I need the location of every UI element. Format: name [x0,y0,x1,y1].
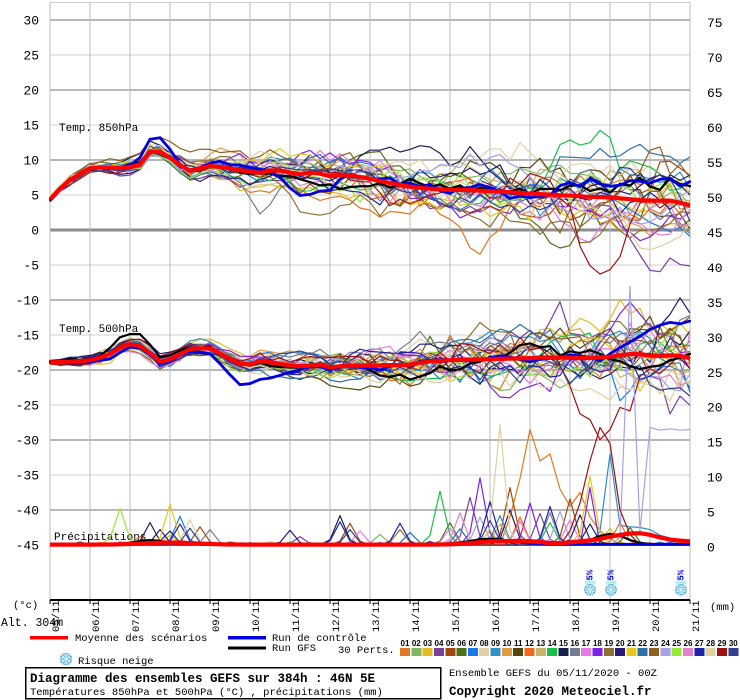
svg-text:Ensemble GEFS du 05/11/2020 -: Ensemble GEFS du 05/11/2020 - 00Z [449,668,657,680]
svg-text:28: 28 [706,639,715,648]
svg-text:02: 02 [412,639,421,648]
svg-text:15/11: 15/11 [451,600,463,632]
svg-text:03: 03 [423,639,432,648]
svg-text:17: 17 [582,639,591,648]
svg-text:15: 15 [23,119,39,134]
svg-text:Diagramme des ensembles GEFS s: Diagramme des ensembles GEFS sur 384h : … [30,672,375,686]
svg-text:16/11: 16/11 [491,600,503,632]
svg-text:0: 0 [31,224,39,239]
svg-text:-20: -20 [16,364,39,379]
svg-text:06/11: 06/11 [91,600,103,632]
svg-text:30: 30 [729,639,738,648]
svg-text:10/11: 10/11 [251,600,263,632]
svg-text:-45: -45 [16,539,39,554]
svg-text:Copyright 2020 Meteociel.fr: Copyright 2020 Meteociel.fr [449,685,652,699]
svg-text:Temp. 500hPa: Temp. 500hPa [59,324,139,336]
svg-text:04: 04 [435,639,444,648]
svg-text:07/11: 07/11 [131,600,143,632]
svg-text:19/11: 19/11 [611,600,623,632]
svg-text:16: 16 [570,639,579,648]
svg-text:13: 13 [536,639,545,648]
svg-text:(°c): (°c) [13,600,38,612]
svg-text:13/11: 13/11 [371,600,383,632]
svg-text:20: 20 [707,401,723,416]
svg-text:09: 09 [491,639,500,648]
svg-text:27: 27 [695,639,704,648]
svg-text:30: 30 [707,331,723,346]
svg-text:5%: 5% [586,569,596,580]
svg-text:06: 06 [457,639,466,648]
svg-text:05/11: 05/11 [51,600,63,632]
svg-text:-40: -40 [16,504,39,519]
svg-text:30: 30 [23,14,39,29]
svg-text:Températures 850hPa et 500hPa: Températures 850hPa et 500hPa (°C) , pré… [30,687,383,699]
svg-text:-35: -35 [16,469,39,484]
svg-text:12: 12 [525,639,534,648]
svg-text:25: 25 [23,49,39,64]
svg-text:30 Perts.: 30 Perts. [338,645,395,657]
svg-text:10: 10 [707,471,723,486]
svg-text:10: 10 [502,639,511,648]
svg-text:14: 14 [548,639,557,648]
svg-text:17/11: 17/11 [531,600,543,632]
svg-text:21: 21 [627,639,636,648]
svg-text:75: 75 [707,16,723,31]
svg-text:-25: -25 [16,399,39,414]
svg-text:08: 08 [480,639,489,648]
svg-text:5%: 5% [607,569,617,580]
svg-text:70: 70 [707,51,723,66]
svg-text:11: 11 [514,639,523,648]
svg-text:25: 25 [672,639,681,648]
svg-text:-15: -15 [16,329,39,344]
svg-text:19: 19 [604,639,613,648]
svg-text:60: 60 [707,121,723,136]
svg-text:-5: -5 [23,259,39,274]
svg-text:Précipitations: Précipitations [54,532,146,544]
svg-text:20/11: 20/11 [651,600,663,632]
svg-text:5: 5 [31,189,39,204]
svg-text:(mm): (mm) [710,602,735,614]
svg-text:35: 35 [707,296,723,311]
svg-text:07: 07 [468,639,477,648]
svg-text:Alt. 304m: Alt. 304m [1,617,63,630]
svg-text:65: 65 [707,86,723,101]
svg-text:15: 15 [707,436,723,451]
svg-text:50: 50 [707,191,723,206]
svg-text:5%: 5% [677,569,687,580]
svg-text:-30: -30 [16,434,39,449]
svg-text:20: 20 [616,639,625,648]
svg-text:23: 23 [650,639,659,648]
svg-text:26: 26 [684,639,693,648]
svg-text:05: 05 [446,639,455,648]
svg-text:5: 5 [707,506,715,521]
svg-text:Moyenne des scénarios: Moyenne des scénarios [75,633,207,645]
svg-text:08/11: 08/11 [171,600,183,632]
svg-text:20: 20 [23,84,39,99]
svg-text:09/11: 09/11 [211,600,223,632]
svg-text:Temp. 850hPa: Temp. 850hPa [59,123,139,135]
svg-text:29: 29 [718,639,727,648]
svg-text:40: 40 [707,261,723,276]
svg-text:24: 24 [661,639,670,648]
svg-text:12/11: 12/11 [331,600,343,632]
svg-text:45: 45 [707,226,723,241]
svg-text:01: 01 [401,639,410,648]
svg-text:18/11: 18/11 [571,600,583,632]
svg-text:55: 55 [707,156,723,171]
svg-text:10: 10 [23,154,39,169]
svg-text:14/11: 14/11 [411,600,423,632]
svg-text:21/11: 21/11 [691,600,703,632]
svg-text:22: 22 [638,639,647,648]
svg-text:0: 0 [707,541,715,556]
svg-text:25: 25 [707,366,723,381]
svg-text:18: 18 [593,639,602,648]
svg-text:Risque neige: Risque neige [78,656,154,668]
svg-text:11/11: 11/11 [291,600,303,632]
svg-text:Run de contrôle: Run de contrôle [272,633,367,645]
svg-text:15: 15 [559,639,568,648]
svg-text:-10: -10 [16,294,39,309]
svg-text:Run GFS: Run GFS [272,643,316,655]
